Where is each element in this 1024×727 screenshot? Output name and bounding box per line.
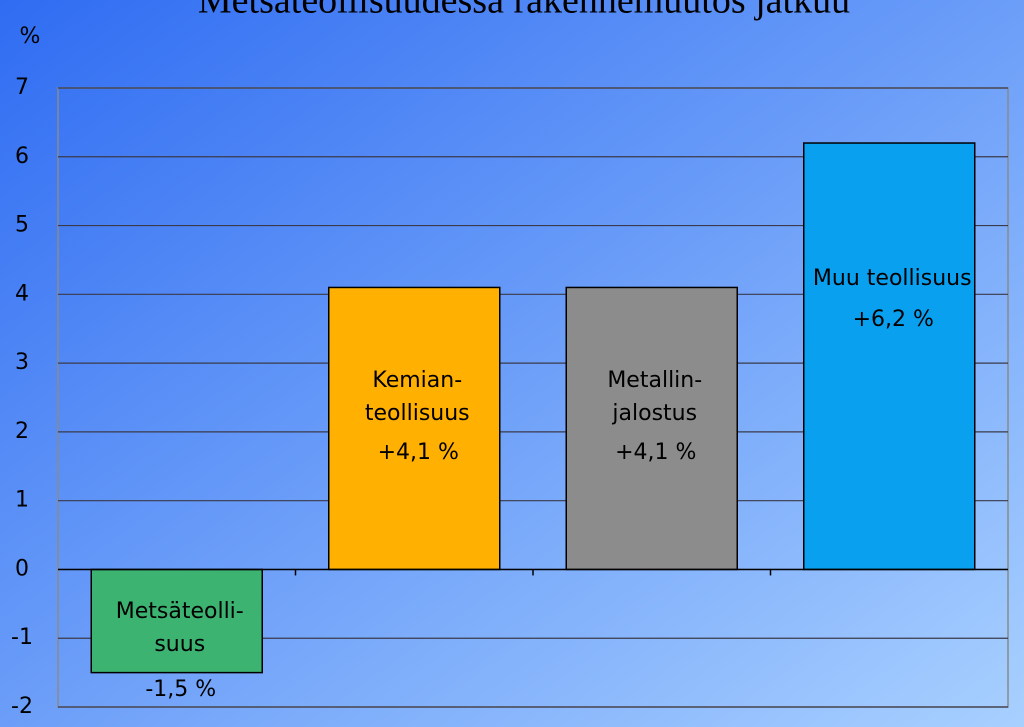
category-label: suus [154,632,205,657]
chart-title: Metsäteollisuudessa rakennemuutos jatkuu [198,0,850,22]
y-tick-label: 2 [15,419,29,444]
bar [565,286,738,571]
y-tick-label: 3 [15,350,29,375]
y-tick-label: 4 [15,281,29,306]
bar [90,568,263,674]
value-label: -1,5 % [145,677,216,702]
value-label: +6,2 % [853,307,934,332]
category-label: Metallin- [607,368,702,393]
y-tick-label: 5 [15,213,29,238]
y-tick-label: 7 [15,75,29,100]
y-tick-label: 1 [15,488,29,513]
category-label: Kemian- [372,368,462,393]
category-label: Metsäteolli- [116,599,244,624]
y-tick-label: -2 [11,694,33,719]
y-tick-label: -1 [11,625,33,650]
y-tick-label: 0 [15,556,29,581]
y-axis-label: % [20,24,41,49]
category-label: teollisuus [365,401,470,426]
value-label: +4,1 % [378,440,459,465]
value-label: +4,1 % [615,440,696,465]
category-label: Muu teollisuus [813,266,972,291]
bar [803,142,976,571]
category-label: jalostus [611,401,697,426]
bar [328,286,501,571]
y-tick-label: 6 [15,144,29,169]
